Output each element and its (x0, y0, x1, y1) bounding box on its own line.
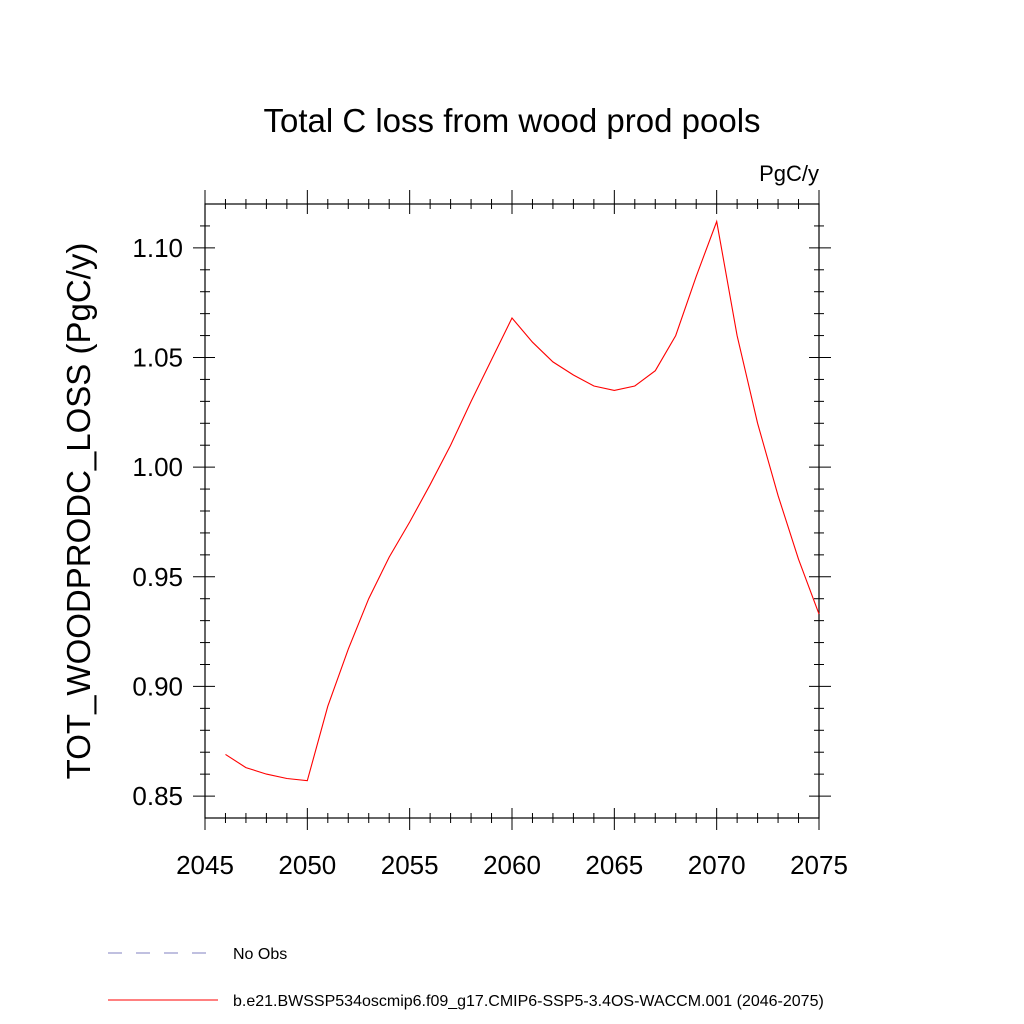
y-tick-label: 1.05 (132, 343, 183, 373)
y-tick-label: 0.85 (132, 781, 183, 811)
chart-title: Total C loss from wood prod pools (263, 102, 760, 139)
y-tick-label: 1.10 (132, 233, 183, 263)
x-tick-label: 2045 (176, 850, 234, 880)
legend: No Obs b.e21.BWSSP534oscmip6.f09_g17.CMIP… (108, 946, 824, 1010)
x-tick-label: 2070 (688, 850, 746, 880)
y-tick-label: 0.90 (132, 671, 183, 701)
x-tick-label: 2075 (790, 850, 848, 880)
series-layer (225, 219, 820, 782)
legend-label: No Obs (233, 946, 287, 963)
units-label: PgC/y (759, 161, 819, 186)
y-tick-label: 1.00 (132, 452, 183, 482)
x-tick-label: 2050 (278, 850, 336, 880)
plot-frame (204, 203, 820, 819)
x-tick-label: 2055 (381, 850, 439, 880)
axis-ticks (193, 190, 831, 830)
series-line (225, 219, 820, 782)
x-tick-label: 2065 (585, 850, 643, 880)
y-tick-label: 0.95 (132, 562, 183, 592)
y-axis-label: TOT_WOODPRODC_LOSS (PgC/y) (60, 243, 97, 780)
axis-tick-labels: 2045 2050 2055 2060 2065 2070 2075 0.85 0.90 0.95… (132, 233, 848, 880)
legend-label: b.e21.BWSSP534oscmip6.f09_g17.CMIP6-SSP5… (233, 993, 824, 1010)
x-tick-label: 2060 (483, 850, 541, 880)
